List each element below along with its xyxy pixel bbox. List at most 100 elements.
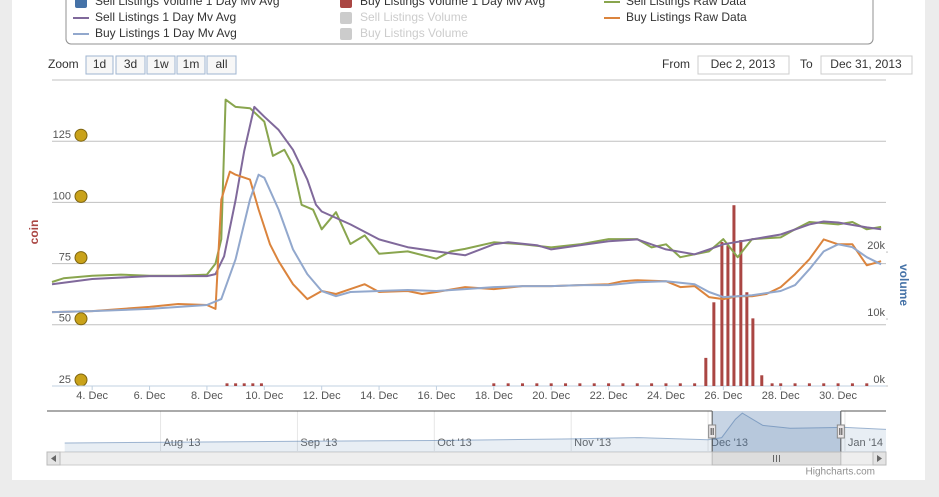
from-input[interactable] [697,55,790,75]
legend-label[interactable]: Sell Listings Raw Data [626,0,746,8]
volume-bar [793,383,797,386]
legend-label[interactable]: Sell Listings Volume [360,10,468,24]
volume-bar [822,383,826,386]
volume-bar [807,383,811,386]
zoom-button-label: 1w [153,57,169,71]
legend-label[interactable]: Sell Listings 1 Day Mv Avg [95,10,236,24]
series-line [51,173,882,314]
volume-bar [506,383,510,386]
series-line [51,98,882,283]
zoom-button-label: 1d [93,57,106,71]
zoom-button[interactable] [85,55,114,75]
navigator-tick-label: Sep '13 [300,437,337,449]
volume-bar [664,383,668,386]
navigator-line [64,412,887,444]
coin-icon [74,189,88,203]
volume-bar [251,383,255,386]
volume-bar [865,383,869,386]
navigator-tick-label: Nov '13 [574,437,611,449]
x-tick-label: 22. Dec [590,390,628,402]
volume-bar [745,292,749,386]
zoom-label: Zoom [48,57,79,71]
legend-label[interactable]: Buy Listings Volume [360,26,468,40]
x-tick-label: 12. Dec [303,390,341,402]
from-value: Dec 2, 2013 [711,57,776,71]
y-axis-title: coin [27,220,41,245]
x-tick-label: 14. Dec [360,390,398,402]
navigator-tick-label: Jan '14 [848,437,883,449]
legend-label[interactable]: Buy Listings 1 Day Mv Avg [95,26,237,40]
zoom-button-label: all [215,57,227,71]
y2-axis-title: volume [897,264,911,306]
volume-bar [650,383,654,386]
legend-marker[interactable] [340,28,352,40]
zoom-button-label: 3d [124,57,137,71]
volume-bar [564,383,568,386]
x-tick-label: 18. Dec [475,390,513,402]
navigator-handle[interactable] [836,424,845,439]
volume-bar [751,318,755,386]
zoom-button[interactable] [115,55,146,75]
navigator-selection[interactable] [712,411,841,452]
x-tick-label: 10. Dec [245,390,283,402]
to-input[interactable] [820,55,913,75]
zoom-button[interactable] [206,55,237,75]
volume-bar [760,375,764,386]
y2-tick-label: 20k [867,240,885,252]
navigator-tick-label: Aug '13 [164,437,201,449]
x-tick-label: 28. Dec [762,390,800,402]
to-value: Dec 31, 2013 [830,57,902,71]
x-tick-label: 20. Dec [532,390,570,402]
y2-tick-label: 0k [873,374,885,386]
x-tick-label: 8. Dec [191,390,223,402]
volume-bar [621,383,625,386]
volume-bar [492,383,496,386]
y-tick-label: 100 [53,190,71,202]
legend-label[interactable]: Sell Listings Volume 1 Day Mv Avg [95,0,280,8]
volume-bar [607,383,611,386]
x-tick-label: 30. Dec [819,390,857,402]
coin-icon [74,312,88,326]
scroll-left-arrow [51,455,56,462]
coin-icon [74,373,88,387]
volume-bar [726,245,730,386]
legend-label[interactable]: Buy Listings Volume 1 Day Mv Avg [360,0,545,8]
credits[interactable]: Highcharts.com [806,467,875,478]
volume-bar [549,383,553,386]
navigator-tick-label: Dec '13 [711,437,748,449]
coin-icon [74,251,88,265]
navigator-handle[interactable] [708,424,717,439]
zoom-button[interactable] [146,55,176,75]
y2-tick-label: 10k [867,307,885,319]
volume-bar [720,242,724,386]
volume-bar [850,383,854,386]
legend-label[interactable]: Buy Listings Raw Data [626,10,747,24]
zoom-button[interactable] [176,55,206,75]
zoom-button-label: 1m [183,57,200,71]
coin-icon [74,128,88,142]
volume-bar [635,383,639,386]
y-tick-label: 50 [59,313,71,325]
x-tick-label: 16. Dec [417,390,455,402]
volume-bar [678,383,682,386]
volume-bar [704,357,708,386]
legend-marker[interactable] [75,0,87,8]
legend-marker[interactable] [340,0,352,8]
volume-bar [836,383,840,386]
y-tick-label: 75 [59,252,71,264]
scroll-right-arrow [877,455,882,462]
volume-bar [242,383,246,386]
volume-bar [535,383,539,386]
x-tick-label: 24. Dec [647,390,685,402]
x-tick-label: 26. Dec [704,390,742,402]
to-label: To [800,57,813,71]
from-label: From [662,57,690,71]
volume-bar [779,383,783,386]
x-tick-label: 4. Dec [76,390,108,402]
volume-bar [225,383,229,386]
navigator-area [64,413,886,452]
volume-bar [259,383,263,386]
volume-bar [592,383,596,386]
legend-marker[interactable] [340,12,352,24]
